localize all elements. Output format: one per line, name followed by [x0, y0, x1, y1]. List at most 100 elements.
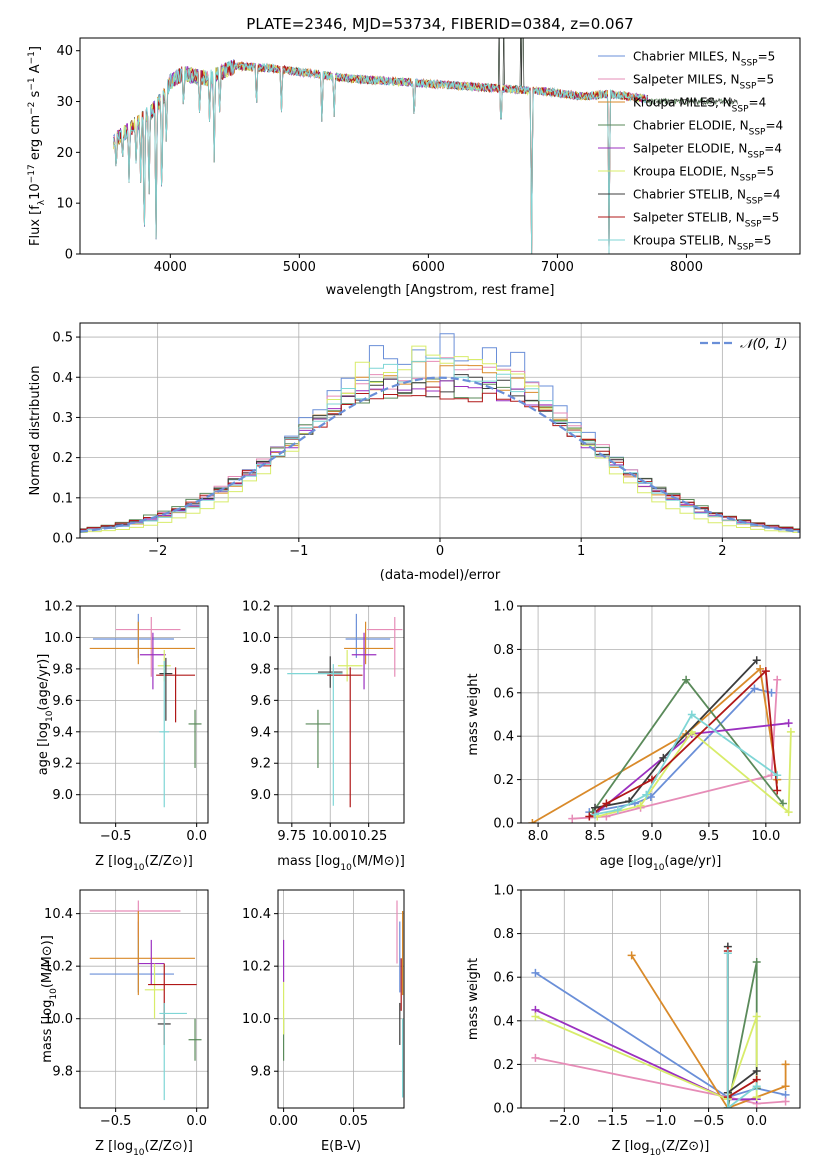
- weight-marker: [773, 771, 782, 780]
- y-tick-label: 9.4: [250, 725, 271, 740]
- weight-marker: [682, 675, 691, 684]
- weight-marker: [761, 667, 770, 676]
- y-tick-label: 0.4: [493, 1014, 514, 1029]
- y-tick-label: 0.8: [493, 643, 514, 658]
- weight-marker: [784, 719, 793, 728]
- y-tick-label: 10.0: [44, 631, 73, 646]
- y-tick-label: 20: [56, 146, 73, 161]
- errorbar-point-8: [148, 963, 197, 1045]
- y-tick-label: 9.6: [52, 694, 73, 709]
- weight-marker: [778, 799, 787, 808]
- weight-marker: [531, 968, 540, 977]
- legend-label-6: Kroupa ELODIE, NSSP=5: [633, 165, 774, 184]
- y-tick-label: 0.8: [493, 927, 514, 942]
- plot-area: [80, 333, 800, 533]
- x-tick-label: −1: [289, 544, 308, 559]
- x-tick-label: 5000: [283, 260, 316, 275]
- errorbar-point-6: [144, 963, 165, 1019]
- x-tick-label: 6000: [412, 260, 445, 275]
- weight-line: [535, 1009, 757, 1101]
- axes-frame: [79, 889, 209, 1109]
- weight-series-3: [528, 664, 782, 823]
- spectrum-series-1: [113, 59, 649, 254]
- legend-label-2: Salpeter MILES, NSSP=5: [633, 73, 774, 92]
- weight-marker: [723, 1104, 732, 1108]
- weight-marker: [585, 812, 594, 821]
- weight-marker: [773, 675, 782, 684]
- x-axis-label: Z [log10(Z/Z⊙)]: [95, 854, 193, 873]
- errorbar-point-9: [159, 1002, 187, 1101]
- weight-line: [531, 667, 779, 823]
- weight-marker: [752, 1093, 761, 1102]
- x-tick-label: −1.0: [645, 1114, 677, 1129]
- x-axis-label: wavelength [Angstrom, rest frame]: [326, 283, 555, 298]
- y-tick-label: 10.2: [242, 600, 271, 615]
- x-tick-label: 9.0: [642, 829, 663, 844]
- x-tick-label: 0: [436, 544, 444, 559]
- axes-frame: [277, 605, 405, 824]
- weight-marker: [752, 1066, 761, 1075]
- y-tick-label: 10.0: [242, 1012, 271, 1027]
- y-tick-label: 0.6: [493, 686, 514, 701]
- legend-label-5: Salpeter ELODIE, NSSP=4: [633, 142, 782, 161]
- spectrum-series-9: [113, 60, 648, 254]
- weight-marker: [784, 808, 793, 817]
- x-tick-label: −2.0: [549, 1114, 581, 1129]
- weight-line: [589, 687, 772, 813]
- x-tick-label: 9.5: [699, 829, 720, 844]
- normal-reference-curve: [80, 376, 800, 533]
- plot-area: [113, 38, 738, 254]
- x-tick-label: −0.5: [100, 829, 132, 844]
- errorbar-point-9: [287, 664, 343, 806]
- y-tick-label: 30: [56, 95, 73, 110]
- y-tick-label: 9.8: [250, 662, 271, 677]
- y-tick-label: 1.0: [493, 600, 514, 615]
- weight-marker: [627, 951, 636, 960]
- y-tick-label: 0.2: [52, 451, 73, 466]
- x-axis-label: Z [log10(Z/Z⊙)]: [612, 1139, 710, 1158]
- y-tick-label: 9.8: [52, 662, 73, 677]
- errorbar-point-3: [89, 911, 196, 996]
- weight-marker: [752, 957, 761, 966]
- errorbar-point-5: [139, 632, 166, 690]
- errorbar-point-1: [345, 613, 391, 658]
- x-tick-label: −2: [148, 544, 167, 559]
- errorbar-point-9: [159, 661, 170, 808]
- y-tick-label: 10.2: [44, 960, 73, 975]
- weight-series-6: [593, 727, 795, 821]
- weight-marker: [781, 1097, 790, 1106]
- spectrum-axes: 4000 5000 6000 7000 8000 0 10 20 30 40 wavelength …: [27, 37, 801, 298]
- weight-series-1: [585, 684, 776, 817]
- massweight_vs_Z-axes: −2.0 −1.5 −1.0 −0.5 0.0 0.0 0.2 0.4 0.6 0.8 1.0 Z […: [466, 884, 801, 1158]
- axes-frame: [79, 37, 801, 255]
- errorbar-point-4: [305, 709, 331, 768]
- x-tick-label: 1: [577, 544, 585, 559]
- y-tick-label: 0.1: [52, 491, 73, 506]
- age_vs_mass-axes: 9.75 10.00 10.25 9.0 9.2 9.4 9.6 9.8 10.0 10.2 mas…: [242, 600, 405, 874]
- weight-marker: [773, 786, 782, 795]
- x-tick-label: −1.5: [597, 1114, 629, 1129]
- y-axis-label: mass weight: [466, 958, 481, 1040]
- y-tick-label: 9.8: [250, 1065, 271, 1080]
- x-tick-label: 8.5: [585, 829, 606, 844]
- errorbar-point-5: [351, 632, 377, 690]
- errorbar-point-7: [317, 656, 343, 688]
- y-tick-label: 1.0: [493, 884, 514, 899]
- x-axis-label: (data-model)/error: [380, 568, 501, 583]
- y-tick-label: 0.0: [52, 532, 73, 547]
- y-tick-label: 9.2: [52, 757, 73, 772]
- weight-line: [535, 1057, 786, 1105]
- figure-title: PLATE=2346, MJD=53734, FIBERID=0384, z=0…: [246, 15, 633, 33]
- y-tick-label: 0.5: [52, 331, 73, 346]
- x-tick-label: 10.00: [312, 829, 349, 844]
- y-tick-label: 40: [56, 44, 73, 59]
- x-tick-label: 8000: [670, 260, 703, 275]
- y-tick-label: 0.4: [493, 730, 514, 745]
- x-axis-label: age [log10(age/yr)]: [600, 854, 722, 873]
- weight-line: [597, 730, 792, 818]
- plot-area: [283, 900, 404, 1098]
- y-tick-label: 10.4: [242, 907, 271, 922]
- y-tick-label: 9.4: [52, 725, 73, 740]
- plot-area: [287, 613, 403, 808]
- y-tick-label: 10.2: [242, 960, 271, 975]
